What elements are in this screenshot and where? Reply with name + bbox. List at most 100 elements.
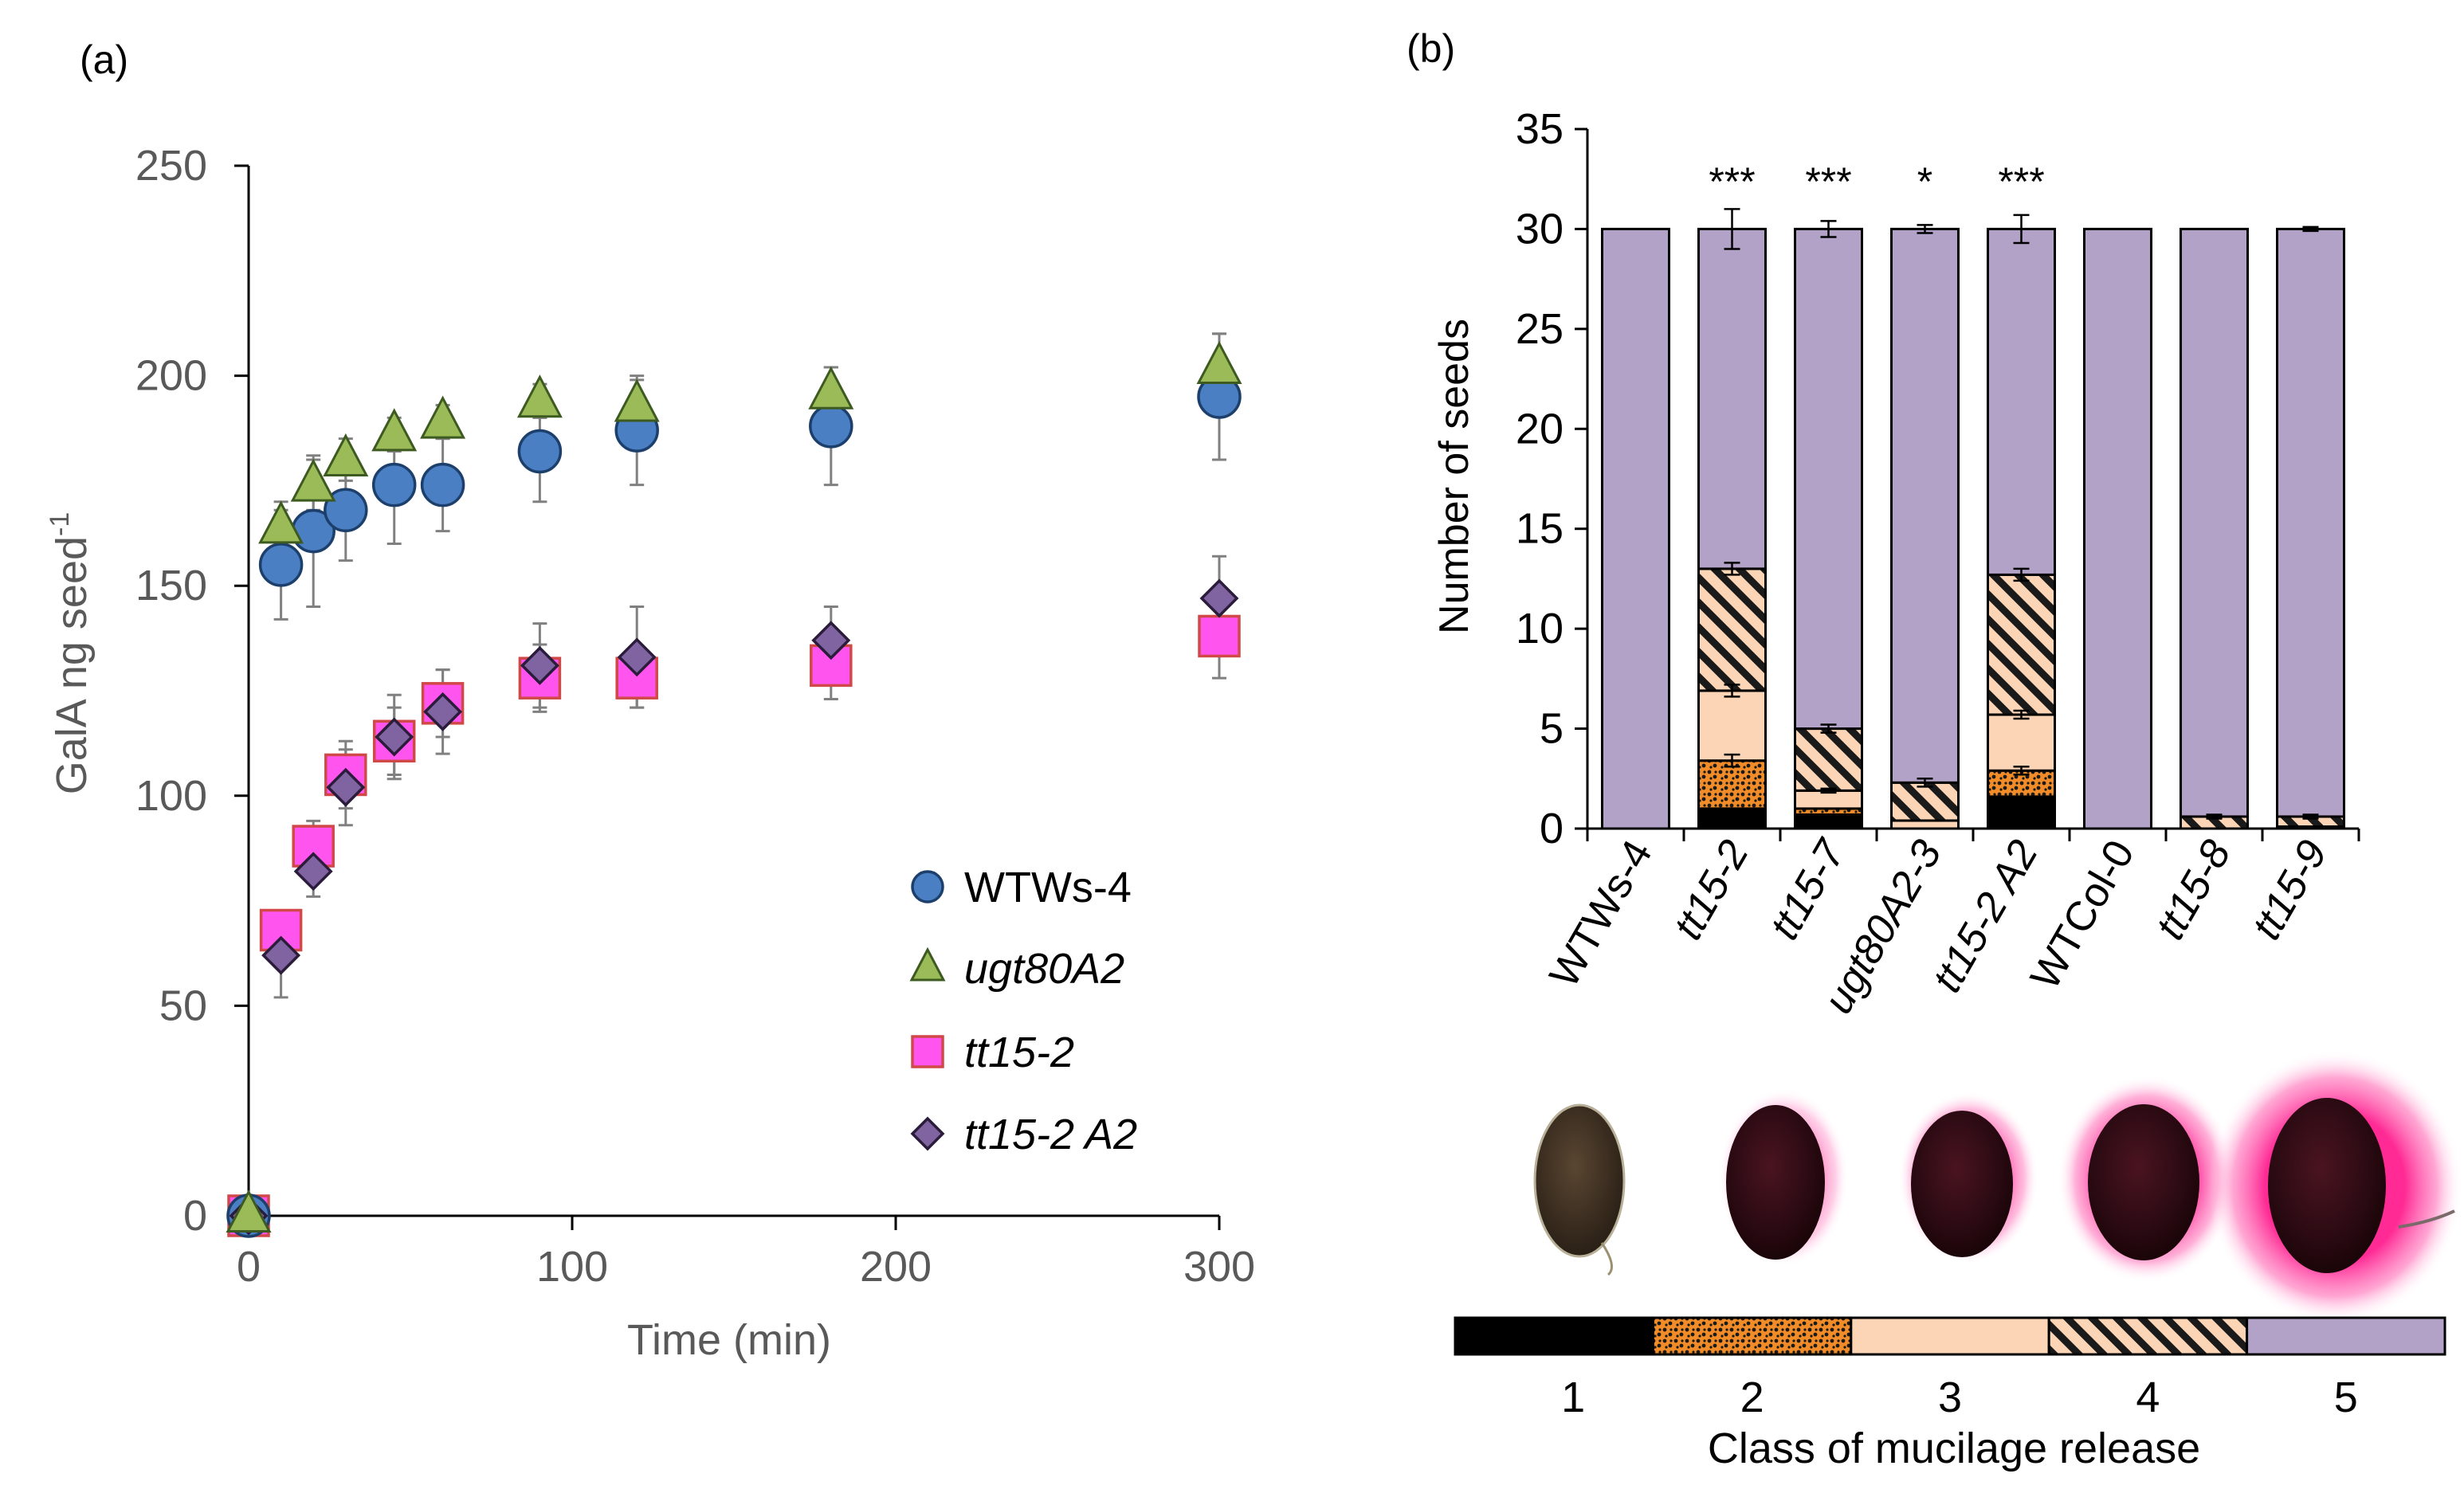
legend-label: ugt80A2 — [964, 945, 1124, 993]
legend-label: tt15-2 — [964, 1029, 1074, 1076]
category-label: tt15-2 — [1665, 833, 1758, 947]
panel-a-point-circle — [324, 488, 368, 533]
panel-b-y-tick-label: 10 — [1516, 605, 1564, 653]
panel-a-point-diamond — [375, 717, 414, 757]
legend-marker-triangle — [909, 946, 946, 982]
panel-a-point-diamond — [293, 852, 333, 892]
panel-a-point-triangle — [290, 458, 336, 502]
panel-a-point-triangle — [258, 500, 304, 544]
panel-a-point-diamond — [423, 692, 463, 731]
panel-a-x-tick-label: 100 — [536, 1243, 608, 1291]
panel-a-point-triangle — [323, 433, 369, 477]
panel-a-point-diamond — [520, 645, 559, 685]
class-legend-title: Class of mucilage release — [1708, 1425, 2200, 1472]
panel-a-point-circle — [809, 404, 853, 449]
bar-segment-class-5 — [1794, 227, 1863, 731]
panel-b-y-tick-label: 0 — [1540, 805, 1564, 852]
panel-a-point-diamond — [261, 935, 301, 975]
bar-segment-class-3 — [1890, 819, 1960, 830]
class-swatch-2 — [1651, 1316, 1853, 1356]
bar-segment-class-5 — [1987, 227, 2056, 576]
bar-segment-class-4 — [1890, 781, 1960, 822]
legend-marker-diamond — [910, 1116, 945, 1151]
panel-a-y-tick-label: 200 — [135, 352, 207, 400]
panel-b-y-axis-label: Number of seeds — [1431, 319, 1477, 634]
class-number-label: 5 — [2334, 1374, 2358, 1421]
class-legend-bar — [1454, 1316, 2446, 1356]
bar-segment-class-3 — [1987, 713, 2056, 772]
category-label: tt15-8 — [2147, 833, 2240, 947]
panel-a-point-triangle — [614, 378, 660, 422]
significance-marker: *** — [1998, 159, 2044, 204]
class-swatch-4 — [2047, 1316, 2249, 1356]
class-number-label: 2 — [1740, 1374, 1764, 1421]
category-label: WTWs-4 — [1541, 833, 1662, 995]
bar-segment-class-3 — [1697, 689, 1767, 762]
panel-b-label: (b) — [1407, 26, 1455, 71]
class-swatch-5 — [2246, 1316, 2446, 1356]
legend-label: tt15-2 A2 — [964, 1111, 1137, 1158]
bar-segment-class-5 — [1601, 227, 1670, 830]
category-label: tt15-9 — [2243, 833, 2336, 947]
panel-a-axes: 0 50 100 150 200 250 0 100 200 300 — [135, 142, 1255, 1291]
seed-class-2-image — [1718, 1088, 1849, 1267]
legend-label: WTWs-4 — [964, 864, 1132, 911]
panel-a-y-tick-label: 150 — [135, 562, 207, 609]
class-number-label: 4 — [2136, 1374, 2160, 1421]
panel-a-point-triangle — [808, 366, 854, 410]
panel-a-point-triangle — [420, 395, 466, 439]
significance-marker: *** — [1709, 159, 1755, 204]
panel-b-y-tick-label: 20 — [1516, 405, 1564, 453]
significance-marker: * — [1917, 159, 1932, 204]
bar-segment-class-5 — [1890, 227, 1960, 784]
panel-a-point-square — [1198, 614, 1241, 658]
bar-segment-class-4 — [1794, 727, 1863, 792]
panel-b-y-tick-label: 15 — [1516, 505, 1564, 553]
panel-a-x-tick-label: 200 — [860, 1243, 932, 1291]
category-label: tt15-7 — [1761, 831, 1855, 947]
panel-a-point-diamond — [811, 621, 851, 660]
class-number-label: 1 — [1561, 1374, 1585, 1421]
panel-a-point-circle — [258, 543, 304, 587]
panel-b-stacked-bar: (b) *** *** * *** WTWs-4 tt15-2 tt15-7ugt80A2… — [1407, 26, 2360, 1021]
bar-segment-class-4 — [1987, 573, 2056, 716]
bar-segment-class-5 — [1697, 227, 1767, 570]
panel-b-y-tick-label: 35 — [1516, 105, 1564, 153]
panel-b-y-tick-label: 25 — [1516, 305, 1564, 353]
panel-a-point-circle — [371, 462, 417, 508]
bar-segment-class-1 — [1794, 813, 1863, 830]
panel-b-error-bars — [1724, 208, 2319, 820]
panel-a-point-square — [615, 656, 658, 700]
panel-a-x-tick-label: 300 — [1183, 1243, 1255, 1291]
class-number-label: 3 — [1938, 1374, 1962, 1421]
seed-images — [1533, 1050, 2462, 1324]
bar-segment-class-1 — [1697, 807, 1767, 830]
class-legend-labels: 1 2 3 4 5 — [1561, 1374, 2358, 1421]
panel-a-point-diamond — [617, 637, 657, 677]
panel-a-y-tick-label: 250 — [135, 142, 207, 190]
bar-segment-class-2 — [1697, 759, 1767, 810]
panel-a-y-tick-label: 0 — [183, 1192, 207, 1240]
panel-a-y-tick-label: 100 — [135, 772, 207, 820]
class-swatch-1 — [1454, 1316, 1654, 1356]
panel-a-point-triangle — [1196, 340, 1242, 385]
seed-class-5-image — [2207, 1050, 2462, 1324]
panel-b-bars: *** *** * *** — [1601, 159, 2345, 830]
panel-a-point-circle — [420, 462, 465, 508]
panel-a-points — [226, 340, 1242, 1238]
legend-marker-circle — [911, 870, 944, 903]
panel-a-point-diamond — [1199, 578, 1239, 618]
bar-segment-class-5 — [2276, 227, 2345, 818]
panel-a-point-circle — [517, 429, 563, 474]
panel-a-label: (a) — [80, 37, 128, 82]
panel-a-point-triangle — [371, 408, 418, 452]
significance-marker: *** — [1805, 159, 1851, 204]
seed-class-1-image — [1533, 1103, 1626, 1276]
panel-a-x-tick-label: 0 — [237, 1243, 261, 1291]
seed-class-4-image — [2058, 1076, 2236, 1283]
panel-a-scatter: (a) 0 50 100 150 200 250 0 100 200 300 Time (min)… — [45, 37, 1255, 1364]
panel-b-y-tick-label: 30 — [1516, 205, 1564, 253]
bar-segment-class-5 — [2180, 227, 2249, 818]
bar-segment-class-5 — [2083, 227, 2152, 830]
